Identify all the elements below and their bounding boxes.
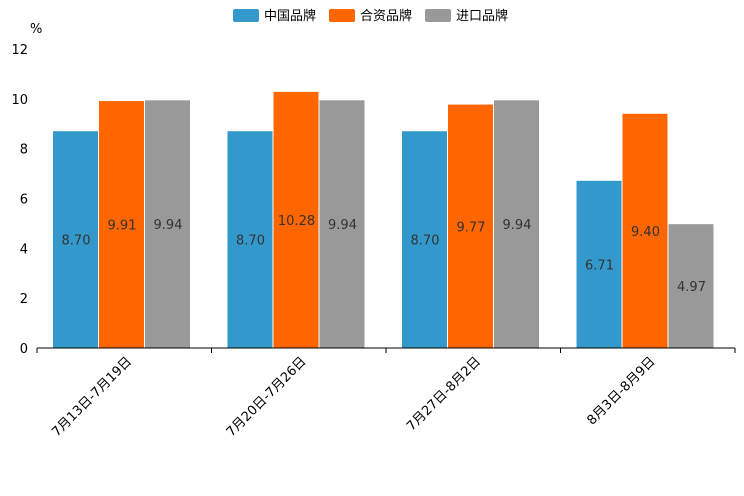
y-tick-label: 12 <box>11 43 28 58</box>
data-label: 9.94 <box>503 218 532 233</box>
y-tick-label: 6 <box>20 193 28 208</box>
bar-进口品牌 <box>494 100 539 348</box>
y-tick-label: 4 <box>20 242 28 257</box>
legend-swatch <box>233 9 259 22</box>
data-label: 4.97 <box>677 280 706 295</box>
data-label: 9.77 <box>457 220 486 235</box>
data-label: 9.94 <box>154 218 183 233</box>
data-label: 8.70 <box>62 234 91 249</box>
legend-label: 中国品牌 <box>264 8 316 24</box>
bar-中国品牌 <box>576 180 622 348</box>
bar-进口品牌 <box>145 100 190 348</box>
bar-进口品牌 <box>668 224 714 348</box>
x-category-label: 8月3日-8月9日 <box>584 354 658 428</box>
y-tick-label: 2 <box>20 292 28 307</box>
data-label: 6.71 <box>585 258 614 273</box>
x-category-label: 7月27日-8月2日 <box>404 354 484 434</box>
bar-合资品牌 <box>622 113 668 349</box>
x-axis: 7月13日-7月19日 7月20日-7月26日 7月27日-8月2日 8月3日-8月9… <box>36 347 736 440</box>
data-label: 10.28 <box>278 214 315 229</box>
y-tick-label: 10 <box>11 93 28 108</box>
y-tick-label: 0 <box>20 342 28 357</box>
y-axis-unit-label: % <box>30 22 42 37</box>
bar-中国品牌 <box>402 131 447 348</box>
bar-合资品牌 <box>273 91 319 349</box>
bar-合资品牌 <box>448 104 493 348</box>
legend-label: 合资品牌 <box>360 8 412 24</box>
legend-swatch <box>425 9 451 22</box>
legend-swatch <box>329 9 355 22</box>
legend-label: 进口品牌 <box>456 8 508 24</box>
bar-进口品牌 <box>319 100 365 348</box>
legend: 中国品牌 合资品牌 进口品牌 <box>233 8 508 24</box>
bar-合资品牌 <box>99 101 144 348</box>
y-tick-label: 8 <box>20 143 28 158</box>
bars: 8.70 9.91 9.94 8.70 10.28 9.94 8.70 9.77 9.94 6.7… <box>53 91 714 349</box>
data-label: 8.70 <box>411 234 440 249</box>
data-label: 9.94 <box>328 218 357 233</box>
y-axis: 0 2 4 6 8 10 12 <box>11 43 28 357</box>
data-label: 8.70 <box>236 234 265 249</box>
x-category-label: 7月20日-7月26日 <box>224 354 310 440</box>
x-category-label: 7月13日-7月19日 <box>49 354 135 440</box>
data-label: 9.91 <box>108 219 137 234</box>
bar-中国品牌 <box>227 131 273 348</box>
bar-中国品牌 <box>53 131 98 348</box>
data-label: 9.40 <box>631 225 660 240</box>
